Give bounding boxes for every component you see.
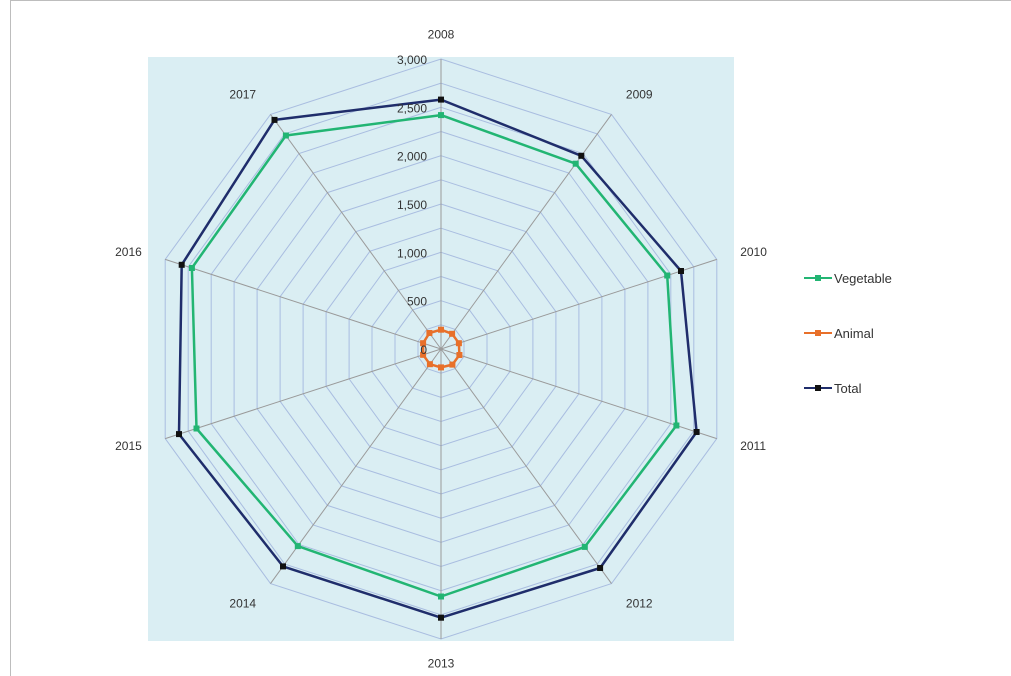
spoke-line (440, 348, 717, 440)
spoke-line (270, 114, 442, 350)
legend-item-total[interactable]: Total (800, 378, 1000, 433)
data-point-vegetable[interactable] (438, 593, 444, 600)
data-point-animal[interactable] (438, 326, 444, 333)
series-animal (420, 326, 463, 371)
data-point-vegetable[interactable] (673, 422, 680, 429)
radial-tick-labels: 0 500 1,000 1,500 2,000 2,500 3,000 (397, 53, 427, 357)
data-point-animal[interactable] (426, 330, 433, 336)
legend-item-vegetable[interactable]: Vegetable (800, 268, 1000, 323)
radial-tick-label: 1,500 (397, 198, 427, 212)
chart-frame (10, 0, 1011, 676)
spoke-line (165, 258, 442, 350)
data-point-vegetable[interactable] (581, 543, 588, 550)
category-label: 2015 (115, 439, 142, 453)
data-point-total[interactable] (271, 116, 278, 123)
data-point-total[interactable] (438, 96, 444, 103)
spoke-line (440, 258, 717, 350)
category-label: 2011 (740, 439, 766, 453)
legend: Vegetable Animal Total (800, 268, 1000, 433)
data-point-total[interactable] (280, 563, 286, 570)
data-point-total[interactable] (438, 614, 444, 621)
data-point-animal[interactable] (426, 361, 433, 368)
data-point-vegetable[interactable] (438, 112, 444, 119)
data-point-animal[interactable] (420, 351, 427, 358)
data-point-total[interactable] (578, 152, 585, 159)
data-point-animal[interactable] (420, 340, 427, 347)
data-point-vegetable[interactable] (572, 160, 579, 167)
radial-tick-label: 2,000 (397, 150, 427, 164)
data-point-total[interactable] (176, 431, 182, 438)
category-label: 2017 (229, 87, 256, 101)
category-label: 2016 (115, 245, 142, 259)
series-total (176, 96, 700, 621)
data-point-vegetable[interactable] (664, 272, 671, 279)
legend-label-total: Total (834, 381, 862, 396)
category-label: 2013 (428, 657, 455, 671)
data-point-total[interactable] (693, 429, 700, 435)
category-label: 2010 (740, 245, 767, 259)
category-label: 2014 (229, 597, 256, 611)
radial-tick-label: 3,000 (397, 53, 427, 67)
radial-tick-label: 500 (407, 295, 427, 309)
series-vegetable (188, 112, 680, 600)
data-point-total[interactable] (678, 268, 684, 274)
data-point-vegetable[interactable] (294, 543, 301, 550)
legend-label-vegetable: Vegetable (834, 271, 892, 286)
radial-tick-label: 0 (420, 343, 427, 357)
category-labels: 2008 2009 2010 2011 2012 2013 2014 2015 2016 2017 (115, 27, 767, 670)
data-point-animal[interactable] (456, 352, 463, 358)
legend-label-animal: Animal (834, 326, 874, 341)
radial-tick-label: 2,500 (397, 101, 427, 115)
radial-tick-label: 1,000 (397, 246, 427, 260)
legend-swatch-vegetable (804, 275, 832, 281)
legend-swatch-total (804, 385, 832, 391)
data-point-vegetable[interactable] (188, 265, 195, 271)
data-point-animal[interactable] (438, 364, 444, 371)
data-point-total[interactable] (178, 261, 185, 268)
radar-series (176, 96, 700, 621)
category-label: 2009 (626, 87, 653, 101)
legend-swatch-animal (804, 330, 832, 336)
data-point-animal[interactable] (455, 340, 462, 347)
data-point-vegetable[interactable] (282, 132, 289, 139)
data-point-animal[interactable] (449, 330, 456, 337)
category-label: 2012 (626, 597, 653, 611)
legend-item-animal[interactable]: Animal (800, 323, 1000, 378)
category-label: 2008 (428, 27, 455, 41)
data-point-animal[interactable] (449, 361, 456, 368)
data-point-total[interactable] (597, 565, 604, 571)
spoke-line (165, 348, 442, 440)
data-point-vegetable[interactable] (193, 425, 200, 432)
